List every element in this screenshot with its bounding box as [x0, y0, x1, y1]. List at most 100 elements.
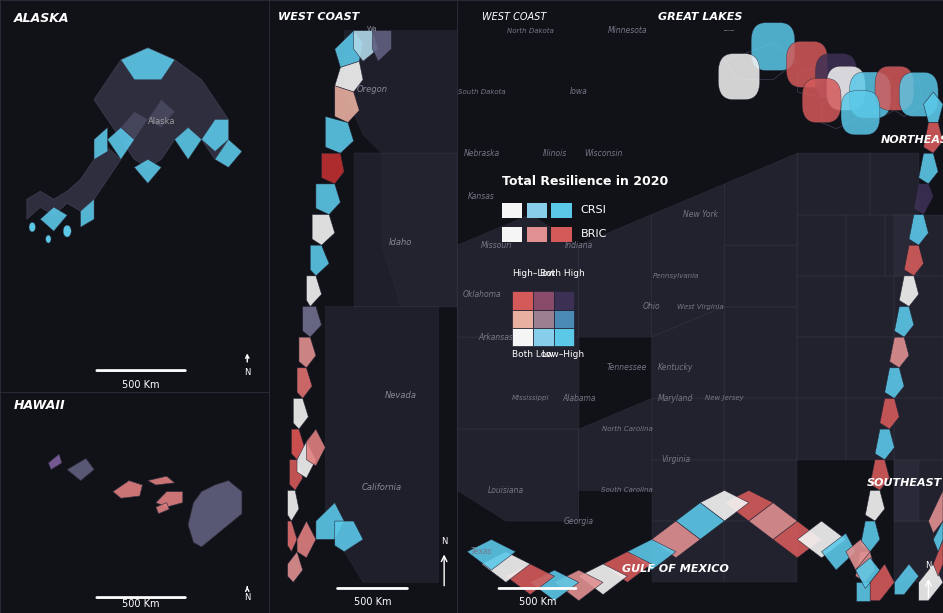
Polygon shape: [724, 490, 773, 521]
Polygon shape: [202, 120, 228, 151]
Polygon shape: [749, 503, 798, 539]
Text: New York: New York: [683, 210, 718, 219]
Bar: [554, 328, 574, 346]
Polygon shape: [676, 503, 724, 539]
Polygon shape: [288, 552, 303, 582]
Text: Oklahoma: Oklahoma: [462, 290, 501, 299]
Polygon shape: [885, 215, 918, 276]
Polygon shape: [860, 86, 895, 123]
Polygon shape: [299, 337, 316, 368]
Text: WEST COAST: WEST COAST: [482, 12, 546, 22]
Bar: [526, 203, 547, 218]
Text: ALASKA: ALASKA: [13, 12, 69, 25]
Polygon shape: [306, 276, 322, 306]
Polygon shape: [310, 245, 329, 276]
Polygon shape: [156, 503, 170, 514]
FancyBboxPatch shape: [875, 66, 914, 110]
Polygon shape: [325, 306, 438, 582]
Polygon shape: [297, 368, 312, 398]
Polygon shape: [604, 552, 652, 582]
Polygon shape: [724, 306, 798, 398]
Text: N: N: [441, 536, 447, 546]
Text: Illinois: Illinois: [542, 149, 567, 158]
Polygon shape: [821, 92, 860, 129]
Polygon shape: [67, 459, 94, 481]
Bar: [533, 291, 554, 310]
Polygon shape: [895, 276, 943, 337]
FancyBboxPatch shape: [826, 66, 866, 110]
Polygon shape: [306, 429, 325, 466]
Bar: [533, 328, 554, 346]
Polygon shape: [846, 398, 895, 460]
Polygon shape: [293, 398, 308, 429]
Text: Texas: Texas: [471, 547, 492, 556]
Polygon shape: [189, 481, 241, 547]
Polygon shape: [135, 159, 161, 183]
Polygon shape: [855, 552, 875, 582]
Polygon shape: [895, 398, 943, 460]
Bar: [512, 291, 533, 310]
Polygon shape: [27, 147, 121, 219]
Polygon shape: [156, 492, 183, 507]
Text: 500 Km: 500 Km: [519, 597, 556, 607]
Text: Idaho: Idaho: [389, 238, 412, 247]
Text: Alabama: Alabama: [562, 394, 596, 403]
Polygon shape: [174, 128, 202, 159]
Polygon shape: [41, 207, 67, 231]
Polygon shape: [113, 481, 142, 498]
Text: High–Low: High–Low: [512, 269, 555, 278]
Text: Virginia: Virginia: [661, 455, 690, 464]
Text: GREAT LAKES: GREAT LAKES: [724, 29, 735, 31]
Text: Louisiana: Louisiana: [488, 486, 524, 495]
Polygon shape: [914, 184, 934, 215]
Polygon shape: [700, 490, 749, 521]
Bar: [526, 227, 547, 242]
Polygon shape: [866, 490, 885, 521]
Text: GREAT LAKES: GREAT LAKES: [658, 12, 742, 22]
Text: Indiana: Indiana: [565, 241, 593, 249]
Polygon shape: [288, 521, 297, 552]
Polygon shape: [724, 398, 798, 460]
Polygon shape: [303, 306, 322, 337]
Polygon shape: [923, 92, 943, 123]
Polygon shape: [579, 215, 652, 337]
Text: 500 Km: 500 Km: [123, 381, 160, 390]
Polygon shape: [652, 184, 724, 337]
Text: New Jersey: New Jersey: [705, 395, 744, 402]
Polygon shape: [798, 215, 846, 276]
Bar: [502, 203, 522, 218]
FancyBboxPatch shape: [802, 78, 841, 123]
FancyBboxPatch shape: [816, 53, 857, 99]
Polygon shape: [889, 337, 909, 368]
Polygon shape: [895, 564, 918, 595]
Text: Georgia: Georgia: [564, 517, 594, 525]
Text: Missouri: Missouri: [480, 241, 512, 249]
Text: 500 Km: 500 Km: [354, 597, 391, 607]
Polygon shape: [316, 503, 344, 539]
Polygon shape: [290, 460, 303, 490]
Polygon shape: [846, 215, 885, 276]
Polygon shape: [724, 460, 798, 521]
Polygon shape: [880, 398, 900, 429]
Polygon shape: [846, 337, 895, 398]
Polygon shape: [821, 533, 855, 570]
Polygon shape: [530, 570, 579, 601]
FancyBboxPatch shape: [786, 42, 828, 87]
Text: Pennsylvania: Pennsylvania: [653, 273, 699, 279]
Polygon shape: [934, 521, 943, 552]
Text: BRIC: BRIC: [581, 229, 607, 239]
Text: SOUTHEAST: SOUTHEAST: [867, 478, 942, 488]
Polygon shape: [297, 521, 316, 558]
Text: 500 Km: 500 Km: [123, 598, 160, 609]
Polygon shape: [798, 337, 846, 398]
Text: Oregon: Oregon: [357, 85, 388, 94]
Text: Mississippi: Mississippi: [511, 395, 549, 402]
Polygon shape: [885, 368, 904, 398]
FancyBboxPatch shape: [900, 72, 938, 116]
Text: Both Low: Both Low: [512, 350, 554, 359]
Polygon shape: [923, 123, 943, 153]
Polygon shape: [335, 521, 363, 552]
Polygon shape: [798, 153, 870, 215]
Text: Maryland: Maryland: [658, 394, 694, 403]
Text: Wa: Wa: [367, 26, 378, 32]
